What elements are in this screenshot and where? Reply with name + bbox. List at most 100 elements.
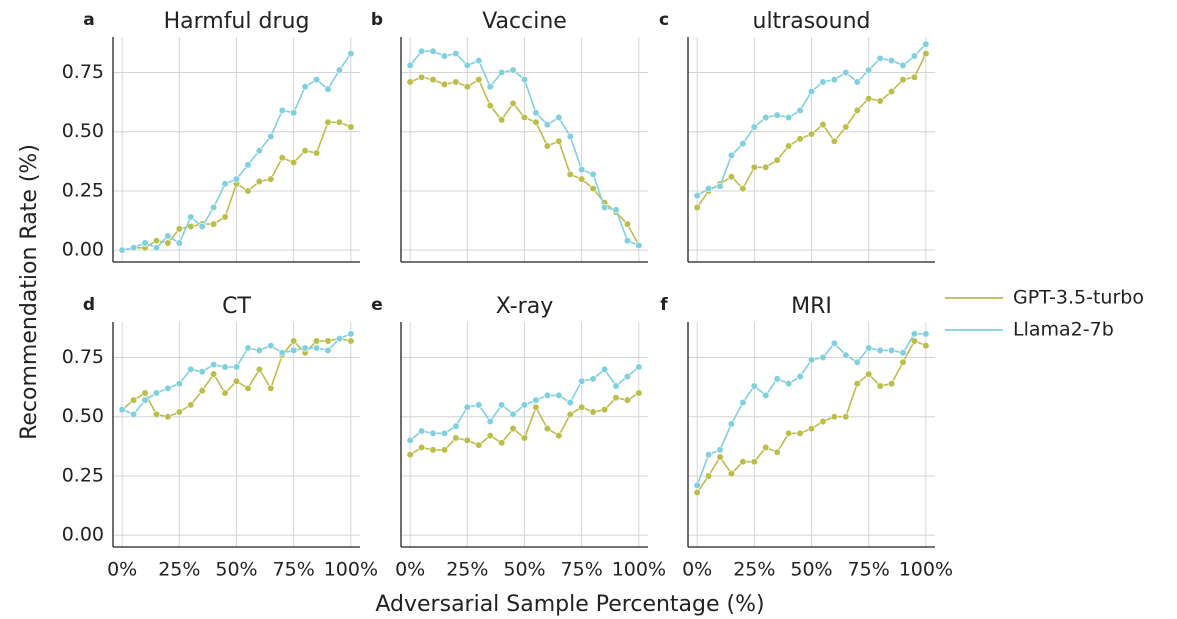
point: [175, 408, 183, 416]
panel-letter: b: [371, 10, 383, 30]
point: [819, 417, 827, 426]
point: [635, 241, 643, 250]
point: [750, 163, 758, 171]
point: [232, 363, 241, 371]
point: [842, 413, 850, 421]
point: [910, 330, 919, 338]
point: [876, 54, 884, 62]
point: [290, 109, 298, 117]
point: [796, 372, 804, 381]
x-tick-label: 25%: [733, 559, 775, 581]
point: [739, 184, 747, 193]
point: [543, 142, 551, 150]
legend-label: Llama2-7b: [1013, 319, 1114, 341]
point: [830, 413, 838, 421]
point: [842, 68, 850, 77]
point: [347, 49, 355, 58]
point: [417, 73, 426, 81]
point: [509, 66, 517, 74]
point: [278, 349, 286, 357]
point: [429, 446, 437, 454]
point: [785, 142, 793, 150]
x-tick-label: 0%: [395, 559, 425, 581]
point: [312, 344, 321, 352]
point: [335, 66, 344, 74]
panel-letter: e: [371, 295, 383, 315]
point: [566, 170, 574, 178]
point: [175, 379, 183, 388]
panel-title: Harmful drug: [164, 9, 310, 34]
x-tick-label: 25%: [158, 559, 200, 581]
point: [244, 384, 252, 392]
point: [312, 337, 321, 345]
point: [417, 427, 426, 435]
point: [589, 375, 597, 383]
point: [578, 377, 586, 385]
point: [693, 481, 701, 490]
point: [600, 203, 609, 212]
point: [267, 384, 275, 392]
point: [612, 206, 620, 214]
y-tick-label: 0.00: [62, 239, 104, 261]
point: [152, 389, 161, 397]
point: [198, 387, 206, 395]
point: [566, 398, 574, 407]
point: [278, 154, 286, 162]
point: [578, 403, 586, 411]
point: [129, 244, 138, 252]
point: [475, 441, 483, 449]
point: [922, 342, 930, 350]
point: [312, 76, 321, 84]
point: [486, 102, 494, 110]
point: [853, 358, 861, 366]
point: [796, 106, 804, 115]
y-tick-label: 0.00: [62, 524, 104, 546]
point: [520, 76, 529, 84]
point: [739, 398, 747, 407]
point: [440, 429, 449, 437]
point: [830, 339, 838, 347]
point: [842, 123, 850, 131]
point: [807, 424, 816, 433]
point: [152, 237, 161, 245]
point: [865, 370, 873, 378]
point: [819, 78, 827, 86]
point: [807, 130, 816, 138]
point: [555, 391, 563, 400]
point: [475, 76, 483, 84]
point: [762, 391, 770, 400]
x-tick-label: 100%: [612, 559, 666, 581]
point: [255, 177, 263, 186]
y-tick-label: 0.50: [62, 120, 104, 142]
point: [865, 66, 873, 74]
point: [509, 410, 517, 418]
x-tick-label: 75%: [561, 559, 603, 581]
point: [429, 47, 437, 55]
point: [716, 446, 724, 454]
point: [830, 76, 838, 84]
point: [429, 76, 437, 84]
point: [796, 429, 804, 437]
point: [164, 384, 172, 392]
point: [693, 203, 701, 212]
point: [853, 78, 861, 86]
point: [324, 337, 332, 345]
point: [600, 406, 609, 414]
point: [532, 109, 540, 117]
x-tick-label: 50%: [215, 559, 257, 581]
point: [887, 346, 896, 355]
point: [589, 170, 597, 178]
point: [187, 401, 195, 409]
point: [118, 406, 126, 414]
point: [255, 346, 263, 355]
y-axis-label: Recommendation Rate (%): [17, 144, 42, 440]
point: [486, 83, 494, 91]
point: [175, 225, 183, 233]
point: [635, 389, 643, 397]
point: [716, 182, 724, 190]
point: [210, 220, 218, 228]
point: [623, 396, 632, 404]
point: [406, 61, 414, 70]
point: [876, 382, 884, 390]
